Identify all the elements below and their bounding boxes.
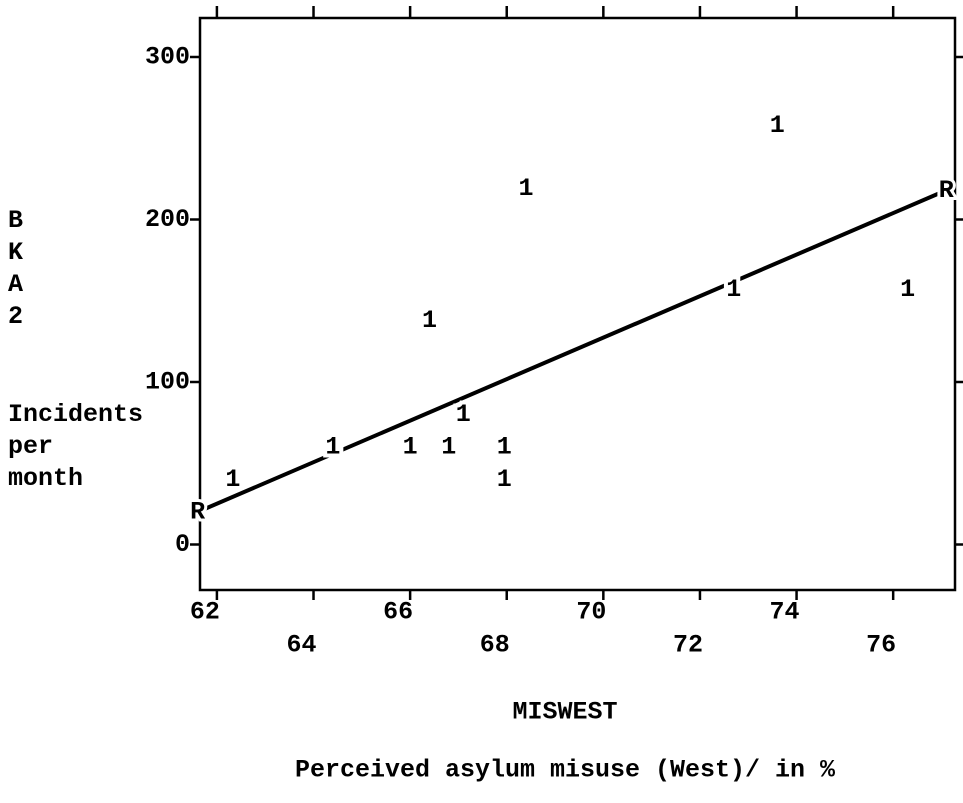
point: 1 xyxy=(225,465,240,494)
regression-marker: R xyxy=(939,176,954,205)
point: 1 xyxy=(900,275,915,304)
y-tick-label: 300 xyxy=(145,43,190,72)
point: 1 xyxy=(770,111,785,140)
x-axis-description: Perceived asylum misuse (West)/ in % xyxy=(295,756,836,785)
point: 1 xyxy=(726,275,741,304)
x-tick-label: 62 xyxy=(190,598,220,627)
y-tick-label: 200 xyxy=(145,205,190,234)
point: 1 xyxy=(325,433,340,462)
x-tick-label: 74 xyxy=(770,598,800,627)
x-axis-label: MISWEST xyxy=(512,698,617,727)
x-tick-label: 72 xyxy=(673,631,703,660)
regression-line xyxy=(196,188,948,514)
regression-marker: R xyxy=(190,498,205,527)
x-tick-label: 76 xyxy=(866,631,896,660)
point: 1 xyxy=(441,433,456,462)
x-tick-label: 68 xyxy=(480,631,510,660)
x-tick-label: 66 xyxy=(383,598,413,627)
point: 1 xyxy=(403,433,418,462)
point: 1 xyxy=(497,433,512,462)
x-tick-label: 70 xyxy=(576,598,606,627)
point: 1 xyxy=(497,465,512,494)
y-axis-description: Incidents per month xyxy=(8,400,143,493)
plot-frame xyxy=(198,16,957,592)
point: 1 xyxy=(456,400,471,429)
x-tick-label: 64 xyxy=(287,631,317,660)
point: 1 xyxy=(422,306,437,335)
y-tick-label: 100 xyxy=(145,368,190,397)
point: 1 xyxy=(519,174,534,203)
y-tick-label: 0 xyxy=(175,530,190,559)
